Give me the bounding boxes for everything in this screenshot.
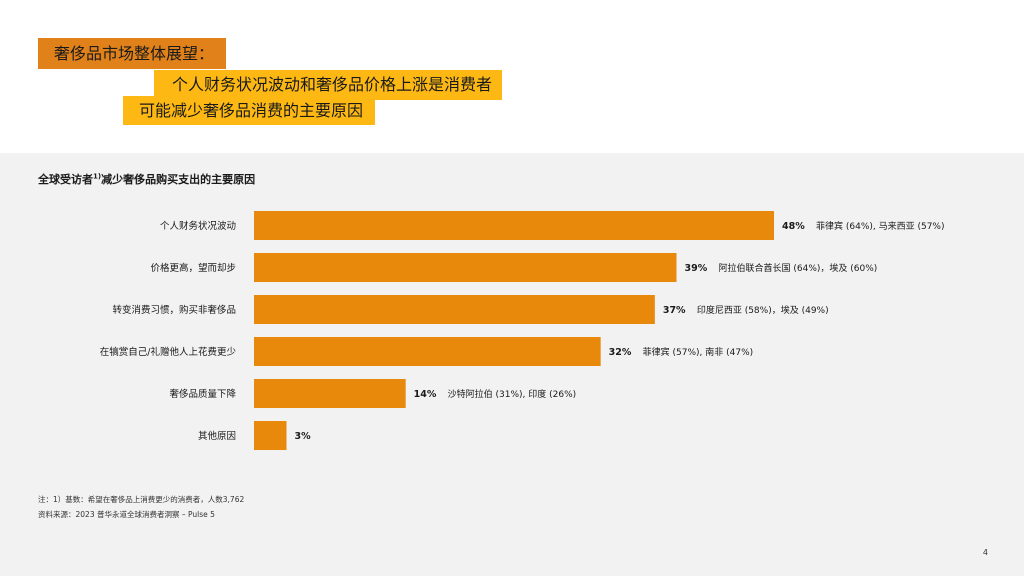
value-label: 3% bbox=[295, 431, 312, 442]
value-label: 39% bbox=[685, 263, 708, 274]
bar-annotation: 沙特阿拉伯 (31%), 印度 (26%) bbox=[448, 388, 576, 400]
headline-sub-line1: 个人财务状况波动和奢侈品价格上涨是消费者 bbox=[154, 70, 503, 100]
bar-annotation: 菲律宾 (64%), 马来西亚 (57%) bbox=[816, 220, 945, 232]
source-note: 资料来源：2023 普华永道全球消费者洞察 – Pulse 5 bbox=[38, 510, 215, 519]
footnote: 注：1）基数：希望在奢侈品上消费更少的消费者，人数3,762 bbox=[38, 495, 245, 504]
bar bbox=[254, 295, 655, 324]
category-label: 转变消费习惯，购买非奢侈品 bbox=[112, 304, 236, 316]
category-label: 在犒赏自己/礼赠他人上花费更少 bbox=[100, 346, 237, 358]
bar bbox=[254, 211, 774, 240]
value-label: 37% bbox=[663, 305, 686, 316]
chart-title-superscript: 1) bbox=[93, 172, 102, 181]
value-label: 14% bbox=[414, 389, 437, 400]
page-number: 4 bbox=[982, 548, 988, 557]
bar-annotation: 印度尼西亚 (58%)，埃及 (49%) bbox=[697, 304, 829, 316]
bar bbox=[254, 379, 406, 408]
bar bbox=[254, 421, 287, 450]
category-label: 价格更高，望而却步 bbox=[150, 262, 236, 274]
category-label: 个人财务状况波动 bbox=[160, 220, 236, 232]
bar bbox=[254, 337, 601, 366]
value-label: 32% bbox=[609, 347, 632, 358]
category-label: 其他原因 bbox=[198, 430, 236, 442]
value-label: 48% bbox=[782, 221, 805, 232]
bar-annotation: 阿拉伯联合酋长国 (64%)，埃及 (60%) bbox=[719, 262, 878, 274]
chart-title: 全球受访者1)减少奢侈品购买支出的主要原因 bbox=[38, 172, 256, 186]
headline-main: 奢侈品市场整体展望： bbox=[38, 38, 227, 69]
headline-sub-line2: 可能减少奢侈品消费的主要原因 bbox=[123, 96, 376, 125]
bar bbox=[254, 253, 677, 282]
category-label: 奢侈品质量下降 bbox=[169, 388, 236, 400]
bar-annotation: 菲律宾 (57%), 南非 (47%) bbox=[643, 346, 754, 358]
